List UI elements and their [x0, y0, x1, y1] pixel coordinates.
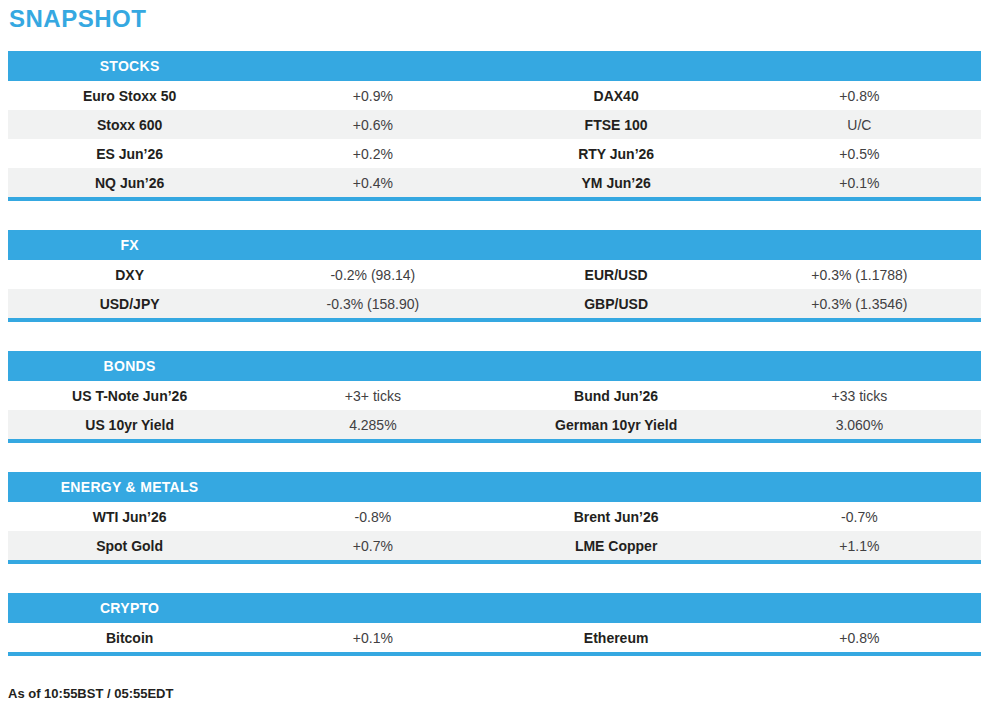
section-title: STOCKS	[8, 58, 251, 74]
instrument-value: +3+ ticks	[251, 388, 494, 404]
instrument-value: +0.4%	[251, 175, 494, 191]
market-section: FX DXY -0.2% (98.14) EUR/USD +0.3% (1.17…	[8, 230, 981, 322]
market-section: ENERGY & METALS WTI Jun’26 -0.8% Brent J…	[8, 472, 981, 564]
instrument-label: Brent Jun’26	[495, 509, 738, 525]
instrument-label: EUR/USD	[495, 267, 738, 283]
table-row: Spot Gold +0.7% LME Copper +1.1%	[8, 531, 981, 560]
instrument-label: US 10yr Yield	[8, 417, 251, 433]
instrument-value: +0.2%	[251, 146, 494, 162]
section-rows: US T-Note Jun’26 +3+ ticks Bund Jun’26 +…	[8, 381, 981, 439]
section-rows: Euro Stoxx 50 +0.9% DAX40 +0.8% Stoxx 60…	[8, 81, 981, 197]
instrument-label: ES Jun’26	[8, 146, 251, 162]
section-title: CRYPTO	[8, 600, 251, 616]
instrument-value: +33 ticks	[738, 388, 981, 404]
section-header: BONDS	[8, 351, 981, 381]
instrument-value: +0.1%	[251, 630, 494, 646]
instrument-label: YM Jun’26	[495, 175, 738, 191]
table-row: USD/JPY -0.3% (158.90) GBP/USD +0.3% (1.…	[8, 289, 981, 318]
instrument-label: DAX40	[495, 88, 738, 104]
instrument-value: -0.2% (98.14)	[251, 267, 494, 283]
instrument-value: +0.3% (1.1788)	[738, 267, 981, 283]
snapshot-page: SNAPSHOT STOCKS Euro Stoxx 50 +0.9% DAX4…	[0, 0, 994, 714]
instrument-label: NQ Jun’26	[8, 175, 251, 191]
section-title: ENERGY & METALS	[8, 479, 251, 495]
section-title: FX	[8, 237, 251, 253]
section-rows: WTI Jun’26 -0.8% Brent Jun’26 -0.7% Spot…	[8, 502, 981, 560]
instrument-value: +0.7%	[251, 538, 494, 554]
instrument-value: +0.8%	[738, 630, 981, 646]
instrument-value: +0.9%	[251, 88, 494, 104]
instrument-label: Ethereum	[495, 630, 738, 646]
instrument-value: +0.1%	[738, 175, 981, 191]
section-rows: DXY -0.2% (98.14) EUR/USD +0.3% (1.1788)…	[8, 260, 981, 318]
instrument-label: USD/JPY	[8, 296, 251, 312]
instrument-label: Stoxx 600	[8, 117, 251, 133]
page-title: SNAPSHOT	[9, 5, 994, 33]
instrument-value: -0.8%	[251, 509, 494, 525]
section-rows: Bitcoin +0.1% Ethereum +0.8%	[8, 623, 981, 652]
instrument-value: +0.8%	[738, 88, 981, 104]
table-row: WTI Jun’26 -0.8% Brent Jun’26 -0.7%	[8, 502, 981, 531]
instrument-value: U/C	[738, 117, 981, 133]
table-row: DXY -0.2% (98.14) EUR/USD +0.3% (1.1788)	[8, 260, 981, 289]
instrument-label: Bitcoin	[8, 630, 251, 646]
table-row: ES Jun’26 +0.2% RTY Jun’26 +0.5%	[8, 139, 981, 168]
instrument-label: GBP/USD	[495, 296, 738, 312]
instrument-value: +0.3% (1.3546)	[738, 296, 981, 312]
section-title: BONDS	[8, 358, 251, 374]
instrument-label: RTY Jun’26	[495, 146, 738, 162]
section-header: STOCKS	[8, 51, 981, 81]
market-section: BONDS US T-Note Jun’26 +3+ ticks Bund Ju…	[8, 351, 981, 443]
instrument-label: DXY	[8, 267, 251, 283]
table-row: US 10yr Yield 4.285% German 10yr Yield 3…	[8, 410, 981, 439]
table-row: Bitcoin +0.1% Ethereum +0.8%	[8, 623, 981, 652]
market-section: STOCKS Euro Stoxx 50 +0.9% DAX40 +0.8% S…	[8, 51, 981, 201]
instrument-label: WTI Jun’26	[8, 509, 251, 525]
instrument-label: FTSE 100	[495, 117, 738, 133]
instrument-value: +1.1%	[738, 538, 981, 554]
table-row: US T-Note Jun’26 +3+ ticks Bund Jun’26 +…	[8, 381, 981, 410]
market-section: CRYPTO Bitcoin +0.1% Ethereum +0.8%	[8, 593, 981, 656]
instrument-label: Spot Gold	[8, 538, 251, 554]
instrument-value: -0.7%	[738, 509, 981, 525]
table-row: Euro Stoxx 50 +0.9% DAX40 +0.8%	[8, 81, 981, 110]
instrument-label: LME Copper	[495, 538, 738, 554]
section-header: FX	[8, 230, 981, 260]
instrument-value: +0.6%	[251, 117, 494, 133]
section-header: CRYPTO	[8, 593, 981, 623]
market-sections: STOCKS Euro Stoxx 50 +0.9% DAX40 +0.8% S…	[0, 51, 994, 656]
instrument-value: 3.060%	[738, 417, 981, 433]
instrument-label: US T-Note Jun’26	[8, 388, 251, 404]
instrument-value: -0.3% (158.90)	[251, 296, 494, 312]
table-row: NQ Jun’26 +0.4% YM Jun’26 +0.1%	[8, 168, 981, 197]
instrument-label: Euro Stoxx 50	[8, 88, 251, 104]
instrument-label: Bund Jun’26	[495, 388, 738, 404]
as-of-timestamp: As of 10:55BST / 05:55EDT	[8, 685, 994, 701]
table-row: Stoxx 600 +0.6% FTSE 100 U/C	[8, 110, 981, 139]
instrument-label: German 10yr Yield	[495, 417, 738, 433]
instrument-value: +0.5%	[738, 146, 981, 162]
instrument-value: 4.285%	[251, 417, 494, 433]
section-header: ENERGY & METALS	[8, 472, 981, 502]
